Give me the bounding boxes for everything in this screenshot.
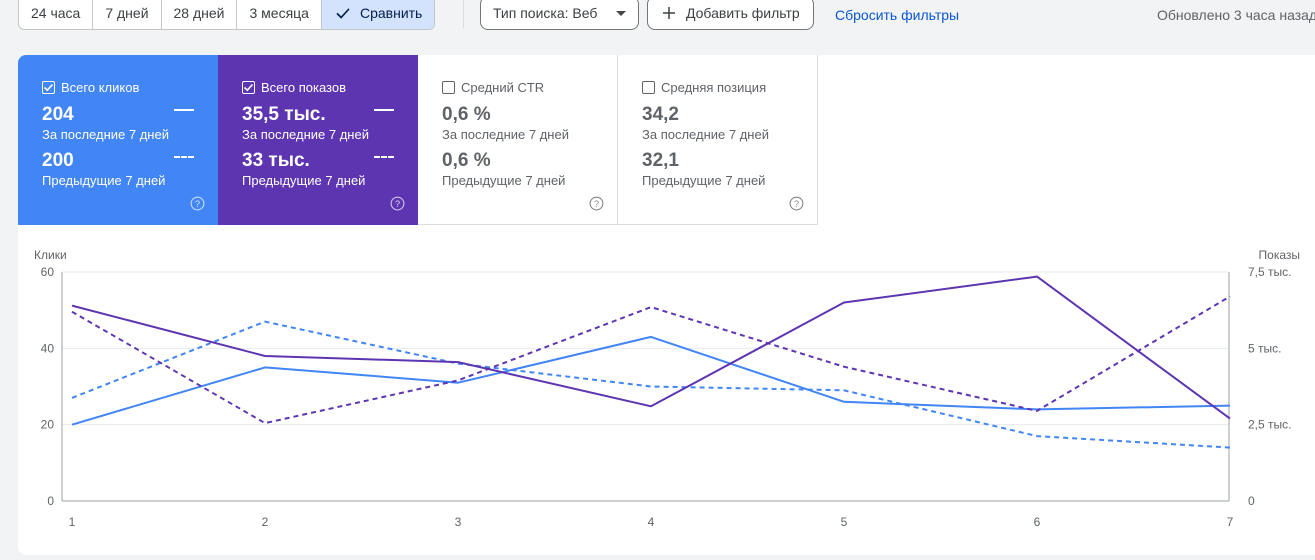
updated-status: Обновлено 3 часа назад xyxy=(1157,7,1315,23)
svg-text:?: ? xyxy=(594,199,599,209)
svg-text:?: ? xyxy=(794,199,799,209)
add-filter-label: Добавить фильтр xyxy=(686,5,800,21)
search-type-label: Тип поиска: Веб xyxy=(493,5,598,21)
compare-label: Сравнить xyxy=(359,5,423,21)
compare-button[interactable]: Сравнить xyxy=(321,0,435,29)
metric-previous-value: 32,1 xyxy=(642,150,679,171)
y-right-axis-label: Показы xyxy=(1259,248,1300,262)
add-filter-button[interactable]: Добавить фильтр xyxy=(647,0,814,30)
metric-current-value: 204 xyxy=(42,104,74,125)
series-line-left-dashed xyxy=(71,320,1231,449)
toolbar-divider xyxy=(463,0,464,28)
y-left-tick-label: 40 xyxy=(41,341,55,355)
checkbox-ctr[interactable] xyxy=(442,80,455,94)
plus-icon xyxy=(663,7,675,19)
help-icon[interactable]: ? xyxy=(190,196,205,211)
metric-current-value: 0,6 % xyxy=(442,104,491,125)
solid-line-legend xyxy=(374,109,394,111)
checkbox-position[interactable] xyxy=(642,80,655,94)
metric-previous-value: 33 тыс. xyxy=(242,150,310,171)
metric-previous-period: Предыдущие 7 дней xyxy=(42,173,166,188)
help-icon[interactable]: ? xyxy=(390,196,405,211)
series-line-right-dashed xyxy=(71,295,1231,425)
help-icon[interactable]: ? xyxy=(789,196,804,211)
metric-average-position[interactable]: Средняя позиция 34,2 За последние 7 дней… xyxy=(618,55,818,225)
x-tick-label: 6 xyxy=(1034,515,1041,529)
metric-previous-period: Предыдущие 7 дней xyxy=(642,173,766,188)
metric-average-ctr[interactable]: Средний CTR 0,6 % За последние 7 дней 0,… xyxy=(418,55,618,225)
checkbox-clicks[interactable] xyxy=(42,80,55,94)
metric-current-period: За последние 7 дней xyxy=(442,127,569,142)
x-tick-label: 7 xyxy=(1227,515,1234,529)
metric-current-value: 34,2 xyxy=(642,104,679,125)
x-tick-label: 5 xyxy=(841,515,848,529)
checkbox-impressions[interactable] xyxy=(242,80,255,94)
metric-label: Средний CTR xyxy=(461,79,545,95)
metric-total-clicks[interactable]: Всего кликов 204 За последние 7 дней 200… xyxy=(18,55,218,225)
checkmark-icon xyxy=(43,83,54,91)
y-left-tick-label: 60 xyxy=(41,265,55,279)
metric-current-period: За последние 7 дней xyxy=(242,127,369,142)
metric-total-impressions[interactable]: Всего показов 35,5 тыс. За последние 7 д… xyxy=(218,55,418,225)
range-3m-button[interactable]: 3 месяца xyxy=(237,0,322,29)
range-24h-button[interactable]: 24 часа xyxy=(19,0,94,29)
svg-text:?: ? xyxy=(195,199,200,209)
metric-label: Всего кликов xyxy=(61,79,140,95)
checkmark-icon xyxy=(243,83,254,91)
reset-filters-link[interactable]: Сбросить фильтры xyxy=(835,7,960,23)
metric-previous-period: Предыдущие 7 дней xyxy=(442,173,566,188)
chart-svg: Клики Показы 0 0 20 2,5 тыс. 40 5 тыс. 60 7,5 т… xyxy=(34,248,1300,529)
range-7d-button[interactable]: 7 дней xyxy=(93,0,162,29)
solid-line-legend xyxy=(174,109,194,111)
range-28d-button[interactable]: 28 дней xyxy=(162,0,238,29)
caret-down-icon xyxy=(616,10,626,16)
x-tick-label: 2 xyxy=(262,515,269,529)
performance-chart: Клики Показы 0 0 20 2,5 тыс. 40 5 тыс. 60 7,5 т… xyxy=(18,245,1315,545)
search-type-dropdown[interactable]: Тип поиска: Веб xyxy=(480,0,639,30)
metric-current-value: 35,5 тыс. xyxy=(242,104,326,125)
svg-text:?: ? xyxy=(395,199,400,209)
y-left-tick-label: 0 xyxy=(47,494,54,508)
metric-current-period: За последние 7 дней xyxy=(42,127,169,142)
help-icon[interactable]: ? xyxy=(589,196,604,211)
metric-previous-value: 200 xyxy=(42,150,74,171)
y-right-tick-label: 5 тыс. xyxy=(1248,341,1281,355)
check-icon xyxy=(336,8,350,19)
metric-label: Всего показов xyxy=(261,79,346,95)
dashed-line-legend xyxy=(374,156,394,158)
performance-card: Всего кликов 204 За последние 7 дней 200… xyxy=(18,55,1315,555)
y-right-tick-label: 0 xyxy=(1248,494,1255,508)
x-tick-label: 1 xyxy=(69,515,76,529)
toolbar: 24 часа 7 дней 28 дней 3 месяца Сравнить… xyxy=(0,0,1315,34)
dashed-line-legend xyxy=(174,156,194,158)
metric-previous-period: Предыдущие 7 дней xyxy=(242,173,366,188)
y-right-tick-label: 2,5 тыс. xyxy=(1248,418,1291,432)
y-left-axis-label: Клики xyxy=(34,248,67,262)
metric-previous-value: 0,6 % xyxy=(442,150,491,171)
x-tick-label: 3 xyxy=(455,515,462,529)
x-tick-label: 4 xyxy=(648,515,655,529)
y-left-tick-label: 20 xyxy=(41,418,55,432)
series-line-left-solid xyxy=(71,335,1231,426)
series-line-right-solid xyxy=(71,275,1231,420)
metric-current-period: За последние 7 дней xyxy=(642,127,769,142)
date-range-segmented-control: 24 часа 7 дней 28 дней 3 месяца Сравнить xyxy=(18,0,436,30)
metric-label: Средняя позиция xyxy=(661,79,767,95)
y-right-tick-label: 7,5 тыс. xyxy=(1248,265,1291,279)
